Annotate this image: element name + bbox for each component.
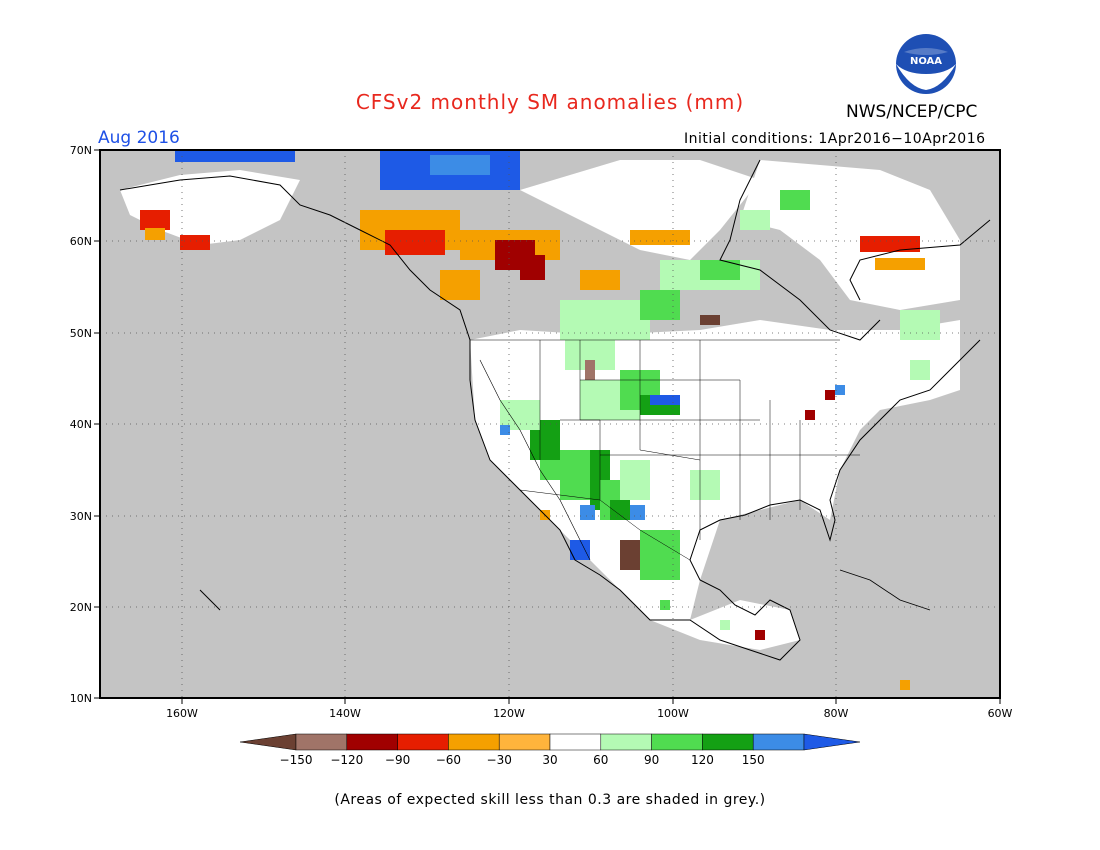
longitude-labels: 160W 140W 120W 100W 80W 60W — [166, 707, 1012, 720]
lon-label: 100W — [657, 707, 689, 720]
colorbar-label: −90 — [385, 753, 410, 767]
latitude-labels: 70N 60N 50N 40N 30N 20N 10N — [70, 144, 92, 705]
colorbar-swatch — [448, 733, 500, 751]
skill-note: (Areas of expected skill less than 0.3 a… — [334, 792, 766, 808]
colorbar-swatch — [600, 733, 652, 751]
colorbar-label: 90 — [644, 753, 659, 767]
lat-label: 10N — [70, 692, 92, 705]
lat-label: 20N — [70, 601, 92, 614]
colorbar-label: −120 — [330, 753, 363, 767]
lon-label: 60W — [988, 707, 1013, 720]
colorbar-swatch — [752, 733, 805, 751]
colorbar-label: −60 — [436, 753, 461, 767]
lat-label: 70N — [70, 144, 92, 157]
political-borders — [470, 339, 860, 561]
lon-label: 140W — [329, 707, 361, 720]
colorbar-swatch — [346, 733, 398, 751]
colorbar-label: 120 — [691, 753, 714, 767]
axis-ticks — [94, 149, 1001, 704]
colorbar-swatch — [397, 733, 449, 751]
colorbar-label: 150 — [742, 753, 765, 767]
colorbar-swatch — [702, 733, 754, 751]
agency-label: NWS/NCEP/CPC — [846, 102, 978, 122]
anomaly-cells — [140, 150, 940, 690]
colorbar-swatch — [549, 733, 602, 751]
noaa-logo: NOAA — [896, 34, 956, 94]
lon-label: 160W — [166, 707, 198, 720]
logo-text: NOAA — [910, 56, 942, 67]
colorbar-swatch — [295, 733, 348, 751]
valid-month-label: Aug 2016 — [98, 128, 180, 148]
colorbar-label: −30 — [487, 753, 512, 767]
graticule — [100, 150, 1000, 698]
lat-label: 40N — [70, 418, 92, 431]
colorbar-label: 30 — [542, 753, 557, 767]
lon-label: 120W — [493, 707, 525, 720]
lat-label: 30N — [70, 510, 92, 523]
colorbar-swatch — [651, 733, 703, 751]
lon-label: 80W — [824, 707, 849, 720]
colorbar-swatch — [239, 733, 297, 751]
lat-label: 50N — [70, 327, 92, 340]
colorbar-swatch — [803, 733, 861, 751]
map-title: CFSv2 monthly SM anomalies (mm) — [355, 90, 745, 114]
colorbar-label: 60 — [593, 753, 608, 767]
colorbar-swatch — [498, 733, 551, 751]
lat-label: 60N — [70, 235, 92, 248]
initial-conditions-label: Initial conditions: 1Apr2016−10Apr2016 — [684, 131, 986, 147]
colorbar: −150 −120 −90 −60 −30 30 60 90 120 150 — [239, 733, 861, 767]
colorbar-label: −150 — [280, 753, 313, 767]
